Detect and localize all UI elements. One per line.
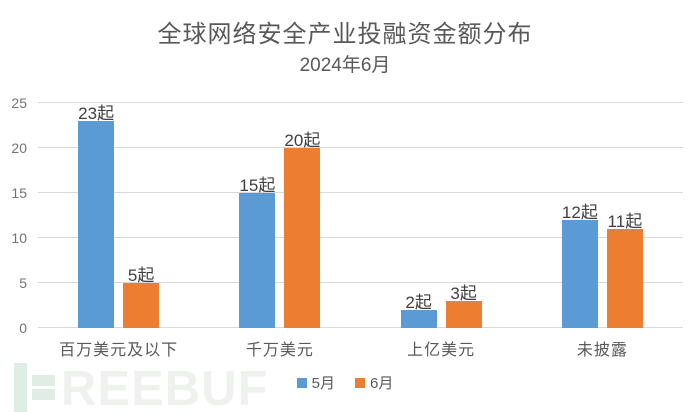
bar-value-label: 3起 [450,284,477,303]
bar-5月-千万美元: 15起 [239,176,276,328]
bars-layer: 23起 5起 15起 20起 2起 3起 12起 11起 [38,103,683,328]
x-axis: 百万美元及以下 千万美元 上亿美元 未披露 [38,336,683,360]
bar-rect [561,220,598,328]
x-axis-tick-label: 千万美元 [245,342,314,359]
y-axis-tick-label: 10 [11,230,27,246]
gridline [38,282,683,283]
bar-rect [239,193,276,328]
bar-rect [400,310,437,328]
bar-rect [445,301,482,328]
bar-5月-百万美元及以下: 23起 [78,104,115,328]
gridline [38,192,683,193]
legend-swatch-june [355,377,365,388]
bar-group: 23起 5起 [38,103,199,328]
bar-5月-上亿美元: 2起 [400,293,437,328]
bar-value-label: 15起 [239,176,276,195]
y-axis: 0 5 10 15 20 25 [0,96,31,335]
bar-group: 15起 20起 [199,103,360,328]
y-axis-tick-label: 0 [19,320,27,336]
bar-rect [606,229,643,328]
y-axis-tick-label: 15 [11,185,27,201]
bar-group: 12起 11起 [522,103,683,328]
bar-5月-未披露: 12起 [561,203,598,328]
gridline [38,327,683,328]
bar-value-label: 20起 [284,131,321,150]
chart-title: 全球网络安全产业投融资金额分布 [157,21,533,48]
plot-area: 23起 5起 15起 20起 2起 3起 12起 11起 [38,102,683,328]
gridline [38,147,683,148]
x-axis-tick-label: 未披露 [576,342,628,359]
x-axis-tick-label: 上亿美元 [407,342,476,359]
bar-6月-千万美元: 20起 [284,131,321,328]
bar-rect [284,148,321,328]
bar-6月-百万美元及以下: 5起 [123,266,160,328]
bar-rect [78,121,115,328]
bar-value-label: 12起 [561,203,598,222]
legend-label-may: 5月 [311,375,335,392]
x-axis-tick-label: 百万美元及以下 [59,342,179,359]
legend: 5月 6月 [0,372,690,393]
y-axis-tick-label: 20 [11,140,27,156]
bar-value-label: 23起 [78,104,115,123]
gridline [38,237,683,238]
legend-item-may: 5月 [296,372,335,393]
bar-value-label: 2起 [405,293,432,312]
legend-label-june: 6月 [370,375,394,392]
bar-6月-未披露: 11起 [606,212,643,328]
y-axis-tick-label: 5 [19,275,27,291]
gridline [38,102,683,103]
bar-rect [123,283,160,328]
y-axis-tick-label: 25 [11,95,27,111]
bar-value-label: 11起 [607,212,643,231]
bar-group: 2起 3起 [361,103,522,328]
bar-value-label: 5起 [127,266,155,285]
legend-item-june: 6月 [355,372,393,393]
chart-subtitle: 2024年6月 [299,55,391,76]
bar-6月-上亿美元: 3起 [445,284,482,328]
legend-swatch-may [296,377,307,388]
